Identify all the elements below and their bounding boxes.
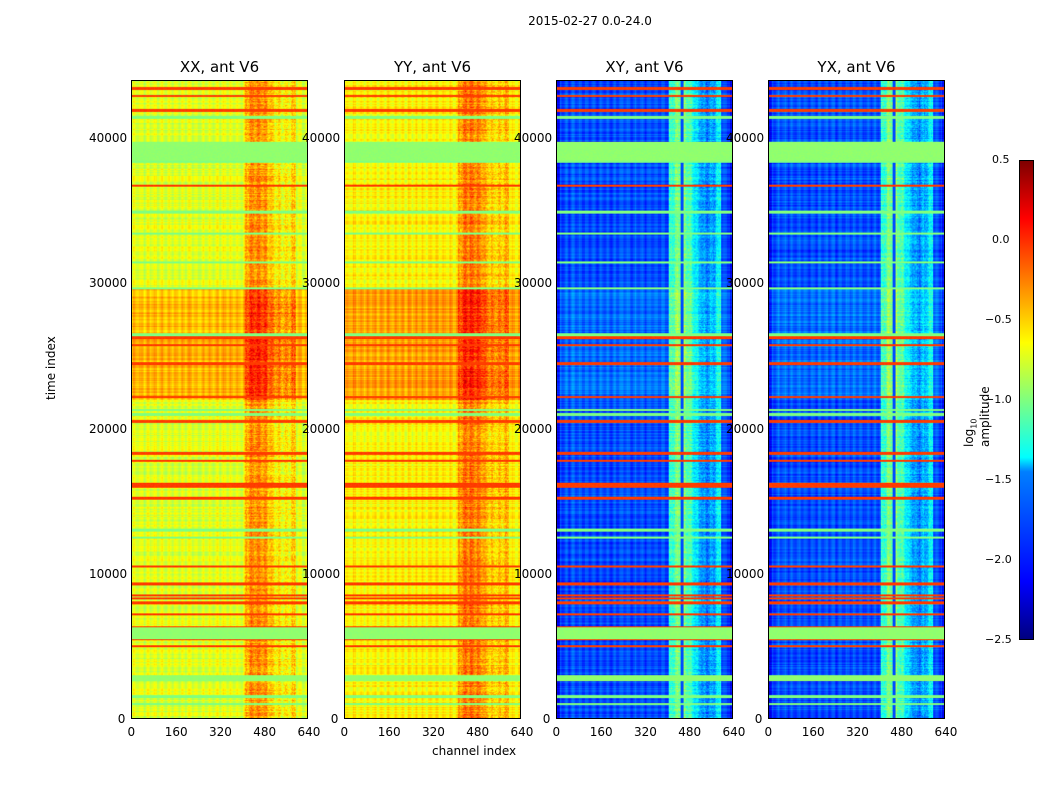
y-tick-label: 0 [754, 712, 763, 726]
colorbar-tick-label: 0.0 [992, 233, 1010, 246]
x-tick-label: 160 [589, 725, 613, 739]
x-tick-label: 480 [890, 725, 914, 739]
x-tick-label: 640 [297, 725, 321, 739]
heatmap-image [345, 81, 520, 718]
y-tick-label: 0 [117, 712, 126, 726]
y-tick-label: 10000 [302, 566, 341, 581]
y-tick-label: 30000 [514, 276, 553, 291]
x-tick-label: 0 [764, 725, 773, 739]
x-tick-label: 0 [127, 725, 136, 739]
heatmap-panel-0 [131, 80, 308, 719]
x-tick-label: 320 [846, 725, 869, 739]
y-tick-label: 0 [330, 712, 339, 726]
heatmap-panel-2 [556, 80, 733, 719]
y-tick-label: 40000 [302, 131, 341, 146]
x-tick-label: 160 [164, 725, 188, 739]
x-tick-label: 320 [634, 725, 657, 739]
x-tick-label: 0 [552, 725, 561, 739]
x-tick-label: 320 [422, 725, 445, 739]
y-tick-label: 40000 [726, 131, 765, 146]
x-tick-label: 480 [253, 725, 277, 739]
x-tick-label: 640 [722, 725, 746, 739]
heatmap-panel-3 [768, 80, 945, 719]
panel-title: YY, ant V6 [393, 58, 471, 76]
y-tick-label: 40000 [514, 131, 553, 146]
figure-title: 2015-02-27 0.0-24.0 [528, 14, 652, 28]
x-tick-label: 320 [209, 725, 232, 739]
y-tick-label: 20000 [302, 421, 341, 436]
x-tick-label: 0 [340, 725, 349, 739]
heatmap-image [557, 81, 732, 718]
y-tick-label: 20000 [726, 421, 765, 436]
y-tick-label: 30000 [726, 276, 765, 291]
x-axis-label: channel index [432, 744, 517, 758]
y-tick-label: 0 [542, 712, 551, 726]
heatmap-panel-1 [344, 80, 521, 719]
panel-title: XY, ant V6 [605, 58, 684, 76]
x-tick-label: 640 [510, 725, 534, 739]
colorbar-tick-label: −1.0 [985, 393, 1012, 406]
panel-title: YX, ant V6 [817, 58, 896, 76]
colorbar [1019, 160, 1034, 640]
y-tick-label: 20000 [514, 421, 553, 436]
x-tick-label: 480 [678, 725, 702, 739]
heatmap-image [769, 81, 944, 718]
heatmap-image [132, 81, 307, 718]
x-tick-label: 480 [466, 725, 490, 739]
colorbar-tick-label: 0.5 [992, 153, 1010, 166]
colorbar-tick-label: −1.5 [985, 473, 1012, 486]
colorbar-tick-label: −0.5 [985, 313, 1012, 326]
y-tick-label: 10000 [89, 566, 128, 581]
y-tick-label: 10000 [514, 566, 553, 581]
y-tick-label: 30000 [302, 276, 341, 291]
x-tick-label: 160 [801, 725, 825, 739]
colorbar-label: log10 amplitude [962, 386, 993, 447]
colorbar-tick-label: −2.5 [985, 633, 1012, 646]
y-tick-label: 10000 [726, 566, 765, 581]
x-tick-label: 160 [377, 725, 401, 739]
x-tick-label: 640 [934, 725, 958, 739]
y-axis-label: time index [44, 336, 58, 400]
colorbar-tick-label: −2.0 [985, 553, 1012, 566]
panel-title: XX, ant V6 [179, 58, 260, 76]
y-tick-label: 40000 [89, 131, 128, 146]
y-tick-label: 20000 [89, 421, 128, 436]
y-tick-label: 30000 [89, 276, 128, 291]
